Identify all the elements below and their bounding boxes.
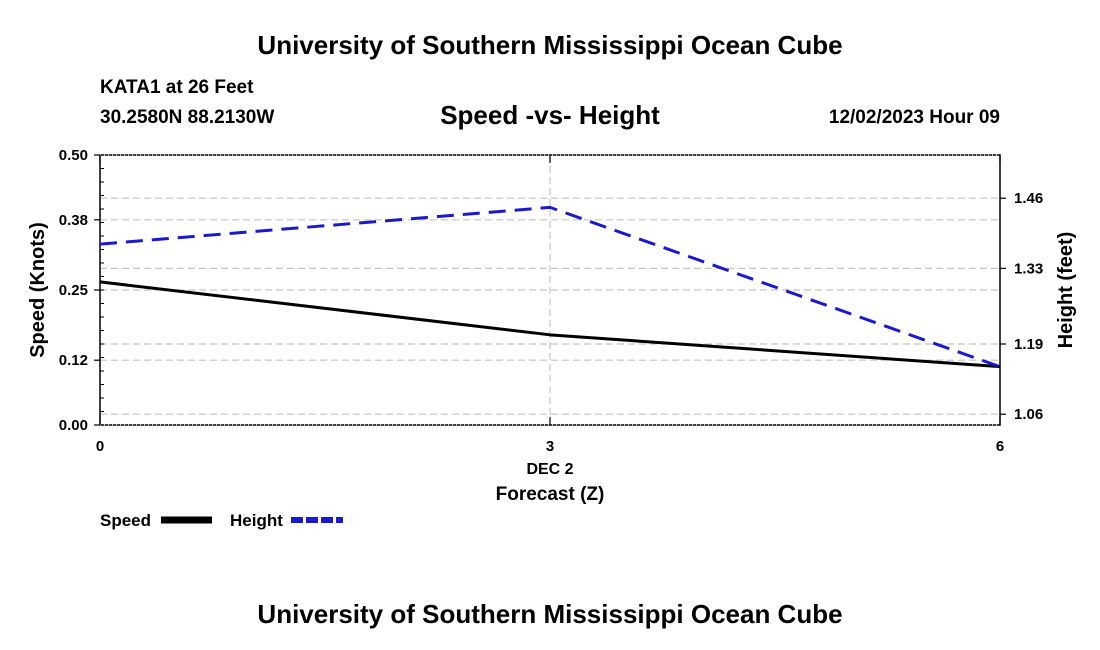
top-title: University of Southern Mississippi Ocean…: [257, 30, 843, 60]
x-axis-title: Forecast (Z): [496, 484, 605, 505]
legend: Speed Height: [100, 511, 343, 530]
legend-label-height: Height: [230, 511, 283, 530]
left-tick-label-0.12: 0.12: [59, 352, 88, 369]
station-coordinates: 30.2580N 88.2130W: [100, 107, 275, 128]
x-date-label: DEC 2: [526, 461, 573, 478]
speed-series-line: [99, 280, 1001, 369]
right-tick-label-1.19: 1.19: [1014, 336, 1043, 353]
series-lines: [99, 205, 1001, 369]
right-tick-label-1.46: 1.46: [1014, 190, 1043, 207]
station-name: KATA1 at 26 Feet: [100, 77, 254, 98]
height-series-line: [99, 205, 1001, 369]
left-tick-label-0.00: 0.00: [59, 417, 88, 434]
legend-label-speed: Speed: [100, 511, 151, 530]
bottom-title: University of Southern Mississippi Ocean…: [257, 599, 843, 629]
x-tick-label-3: 3: [546, 438, 554, 455]
forecast-time: 12/02/2023 Hour 09: [828, 107, 1000, 128]
right-axis-title: Height (feet): [1055, 232, 1077, 349]
right-tick-label-1.33: 1.33: [1014, 260, 1043, 277]
x-tick-label-6: 6: [996, 438, 1004, 455]
axis-ticks: [94, 154, 1006, 426]
right-tick-label-1.06: 1.06: [1014, 406, 1043, 423]
left-tick-label-0.38: 0.38: [59, 212, 88, 229]
grid-lines: [100, 155, 1000, 425]
left-tick-label-0.50: 0.50: [59, 147, 88, 164]
left-axis-title: Speed (Knots): [27, 222, 49, 358]
x-tick-label-0: 0: [96, 438, 104, 455]
chart-title: Speed -vs- Height: [440, 100, 660, 130]
left-tick-label-0.25: 0.25: [59, 282, 88, 299]
axis-labels: 0.00 0.12 0.25 0.38 0.50 1.06 1.19 1.33 1.46 0 3 6 D…: [27, 147, 1077, 505]
